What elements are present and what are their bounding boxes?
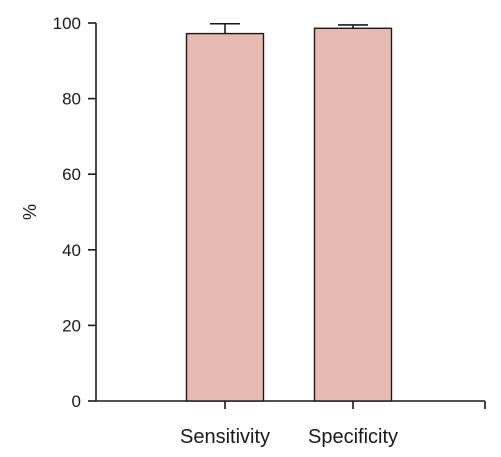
y-tick-label: 40	[62, 241, 81, 260]
y-tick-label: 80	[62, 90, 81, 109]
x-tick-label-specificity: Specificity	[308, 426, 398, 448]
y-axis: 0 20 40 60 80 100	[53, 14, 97, 411]
x-tick-label-sensitivity: Sensitivity	[180, 426, 270, 448]
y-tick-label: 100	[53, 14, 81, 33]
bar-specificity	[313, 27, 393, 402]
y-tick-label: 60	[62, 165, 81, 184]
y-tick-label: 0	[72, 392, 81, 411]
y-tick-label: 20	[62, 316, 81, 335]
bars	[185, 27, 393, 402]
error-bars	[210, 22, 368, 34]
bar-sensitivity	[185, 32, 265, 402]
y-axis-title: %	[20, 204, 40, 220]
x-axis: Sensitivity Specificity	[96, 400, 486, 448]
